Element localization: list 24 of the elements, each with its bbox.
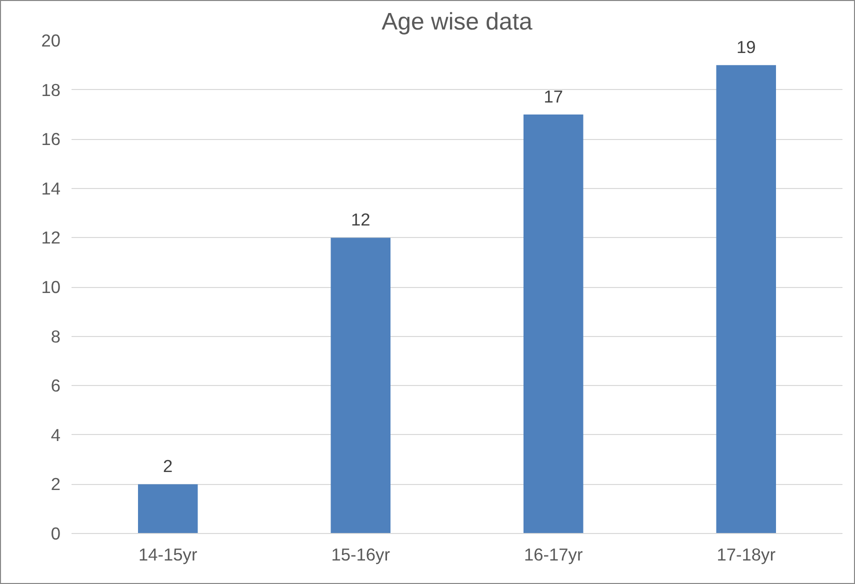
y-tick-label: 0 [50, 524, 61, 544]
bar [330, 238, 390, 534]
bar [138, 484, 198, 534]
y-tick-label: 8 [50, 326, 61, 346]
y-tick-label: 20 [41, 30, 61, 50]
data-label: 19 [736, 37, 756, 58]
x-tick-label: 15-16yr [331, 544, 390, 564]
y-tick-label: 4 [50, 424, 61, 445]
y-tick-label: 16 [41, 129, 61, 150]
bar [716, 65, 776, 534]
y-tick-label: 6 [50, 376, 61, 396]
y-tick-label: 2 [50, 474, 61, 494]
bar [524, 114, 584, 534]
y-tick-label: 18 [41, 80, 61, 100]
y-tick-label: 14 [41, 178, 61, 198]
data-label: 2 [163, 456, 173, 476]
chart-title: Age wise data [382, 8, 534, 36]
x-tick-label: 17-18yr [716, 544, 776, 564]
data-label: 12 [350, 210, 370, 230]
x-tick-label: 14-15yr [138, 544, 198, 564]
y-tick-label: 10 [41, 277, 61, 297]
y-tick-label: 12 [41, 228, 61, 248]
x-tick-label: 16-17yr [524, 544, 583, 564]
data-label: 17 [544, 86, 564, 106]
